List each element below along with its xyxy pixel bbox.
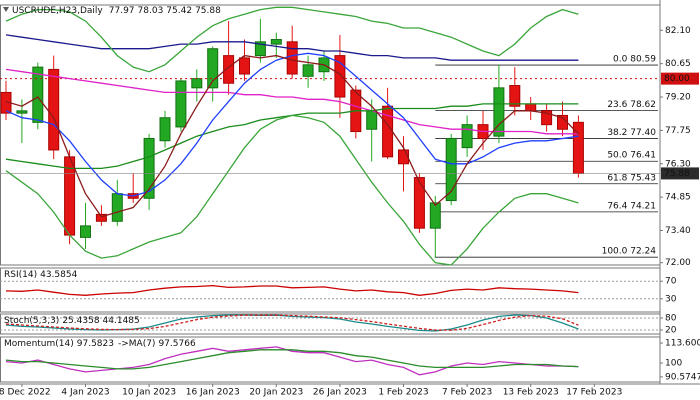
indicator-value: 44.1485 (103, 316, 140, 326)
candle-body (239, 57, 250, 75)
indicator-line (5, 34, 579, 61)
candle-body (80, 225, 91, 238)
indicator-line (5, 284, 579, 296)
candle-body (207, 48, 219, 89)
chart-title: USCRUDE,H23,Daily (12, 6, 103, 16)
indicator-header: RSI(14) 43.5854 (4, 270, 78, 280)
candle-body (95, 213, 107, 222)
price-label: 75.88 (664, 169, 690, 179)
candle-body (254, 41, 266, 57)
y-tick-label: 30 (665, 294, 677, 304)
indicator-value: 25.4358 (62, 316, 99, 326)
y-tick-label: 20 (665, 326, 677, 336)
indicator-line (5, 54, 579, 218)
candle-body (175, 80, 187, 128)
alert-label-box (661, 72, 699, 85)
candle-body (509, 85, 521, 107)
candle-body (32, 66, 44, 123)
candle-body (16, 110, 28, 114)
x-tick-label: 1 Feb 2023 (378, 388, 428, 398)
fib-label: 76.4 74.21 (607, 201, 656, 211)
ohlc-readout: 78.03 (138, 6, 164, 16)
candle-body (366, 110, 378, 130)
x-tick-label: 26 Jan 2023 (313, 388, 367, 398)
indicator-header: Stoch(5,3,3) 25.4358 44.1485 (4, 316, 140, 326)
indicator-name: Stoch(5,3,3) (4, 316, 59, 326)
fib-label: 23.6 78.62 (607, 100, 656, 110)
indicator-name: ->MA(7) (118, 339, 155, 349)
price-label-box (661, 167, 699, 180)
fib-label: 38.2 77.40 (607, 128, 656, 138)
candle-body (398, 149, 409, 165)
indicator-line (5, 346, 579, 376)
candle-body (143, 137, 155, 199)
y-tick-label: 72.00 (665, 258, 691, 268)
fib-label: 61.8 75.43 (607, 173, 656, 183)
indicator-name: Momentum(14) (4, 339, 74, 349)
y-tick-label: 79.20 (665, 93, 691, 103)
indicator-name: RSI(14) (4, 270, 37, 280)
indicator-line (5, 349, 579, 370)
indicator-line (5, 6, 579, 73)
x-tick-label: 17 Feb 2023 (566, 388, 622, 398)
indicator-value: 43.5854 (40, 270, 77, 280)
candle-body (429, 202, 441, 229)
header-icon (3, 7, 9, 12)
candle-body (461, 124, 473, 149)
fib-label: 50.0 76.41 (607, 151, 656, 161)
candle-body (159, 117, 171, 142)
fib-label: 0.0 80.59 (613, 55, 656, 65)
candle-body (445, 137, 457, 202)
chart-header: USCRUDE,H23,Daily 77.97 78.03 75.42 75.88 (12, 6, 221, 16)
candle-body (270, 39, 282, 45)
candle-body (525, 103, 537, 112)
candle-body (223, 55, 235, 84)
indicator-header: Momentum(14) 97.5823 ->MA(7) 97.5766 (4, 339, 196, 349)
y-tick-label: 76.30 (665, 159, 691, 169)
ohlc-readout: 77.97 (109, 6, 135, 16)
y-tick-label: 70 (665, 277, 677, 287)
candle-body (111, 193, 123, 222)
candle-body (302, 64, 314, 77)
indicator-line (5, 314, 579, 331)
y-tick-label: 113.6004 (665, 339, 700, 349)
fib-label: 100.0 72.24 (602, 247, 657, 257)
indicator-value: 97.5766 (158, 339, 195, 349)
plot-area (0, 18, 658, 259)
plot-area (5, 6, 579, 265)
y-tick-label: 90.5747 (665, 372, 700, 382)
indicator-line (5, 52, 579, 197)
ohlc-readout: 75.42 (166, 6, 192, 16)
candle-body (493, 87, 505, 137)
candle-body (286, 41, 298, 75)
indicator-value: 97.5823 (77, 339, 114, 349)
y-tick-label: 82.10 (665, 26, 691, 36)
x-tick-label: 28 Dec 2022 (0, 388, 51, 398)
ohlc-readout: 75.88 (195, 6, 221, 16)
y-tick-label: 73.40 (665, 226, 691, 236)
x-tick-label: 7 Feb 2023 (442, 388, 492, 398)
candle-body (191, 78, 203, 89)
x-tick-label: 10 Jan 2023 (122, 388, 176, 398)
x-tick-label: 20 Jan 2023 (249, 388, 303, 398)
y-tick-label: 80 (665, 314, 677, 324)
candle-body (541, 110, 553, 126)
x-tick-label: 13 Feb 2023 (503, 388, 559, 398)
y-tick-label: 100 (665, 359, 682, 369)
indicator-line (5, 114, 579, 265)
candle-body (413, 177, 425, 229)
indicator-line (5, 68, 579, 135)
x-tick-label: 16 Jan 2023 (186, 388, 240, 398)
candle-body (334, 55, 346, 98)
y-tick-label: 74.85 (665, 193, 691, 203)
candle-body (48, 68, 60, 151)
x-tick-label: 4 Jan 2023 (61, 388, 109, 398)
alert-label: 80.00 (664, 74, 690, 84)
y-tick-label: 77.75 (665, 126, 691, 136)
y-tick-label: 80.65 (665, 59, 691, 69)
